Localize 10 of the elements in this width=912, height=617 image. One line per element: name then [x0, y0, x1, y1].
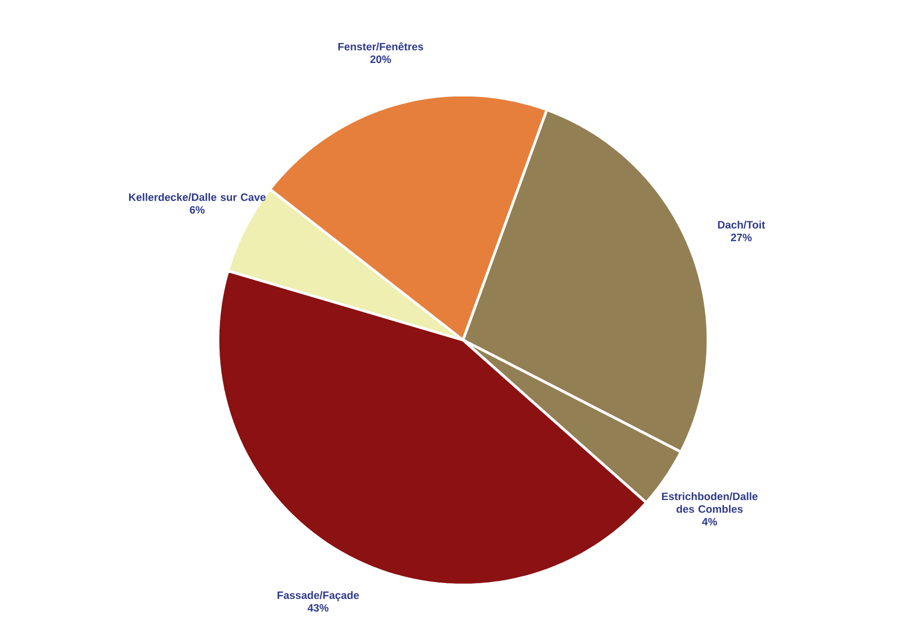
data-label: 20% [370, 56, 391, 64]
slice-label: Estrichboden/Dalle des Combles [662, 492, 758, 513]
slice-label: Kellerdecke/Dalle sur Cave [129, 193, 266, 202]
slice-label: Fenster/Fenêtres [338, 42, 424, 50]
data-label: 43% [308, 604, 328, 612]
data-label: 4% [702, 518, 718, 526]
slice-label: Dach/Toit [718, 220, 766, 229]
data-label: 6% [190, 206, 205, 214]
data-label: 27% [730, 234, 752, 242]
slice-label: Fassade/Façade [278, 591, 359, 602]
